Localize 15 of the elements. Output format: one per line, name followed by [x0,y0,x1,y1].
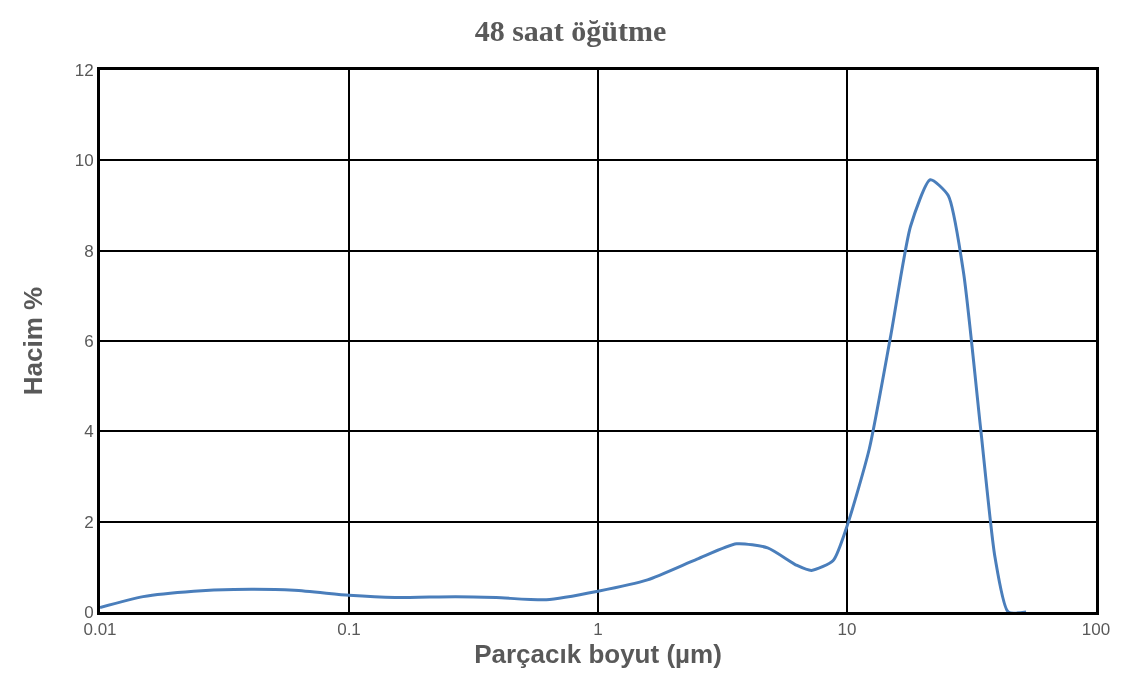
x-tick-label: 1 [593,620,603,640]
x-tick-label: 100 [1081,620,1111,640]
y-tick-label: 10 [74,151,94,171]
y-tick-label: 6 [84,331,94,351]
y-axis-title: Hacim % [18,286,49,396]
x-tick-label: 10 [837,620,857,640]
x-tick-label: 0.01 [83,620,117,640]
chart-title: 48 saat öğütme [474,14,667,48]
y-tick-label: 2 [84,512,94,532]
y-tick-label: 0 [84,602,94,622]
y-tick-label: 12 [74,60,94,80]
y-tick-label: 8 [84,241,94,261]
x-axis-title: Parçacık boyut (µm) [474,639,722,670]
x-tick-label: 0.1 [337,620,361,640]
y-tick-label: 4 [84,422,94,442]
